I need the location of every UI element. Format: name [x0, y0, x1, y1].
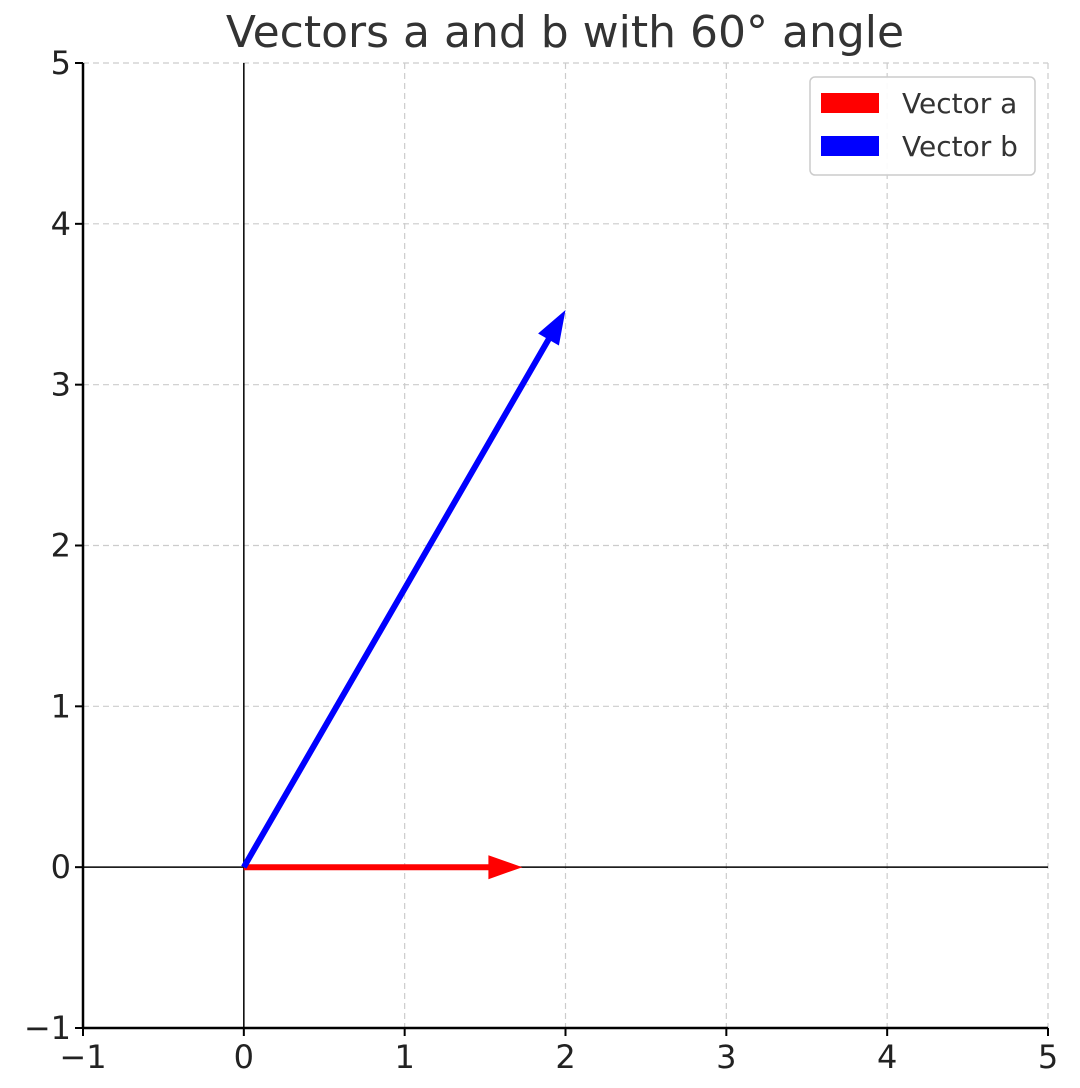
- grid: [82, 62, 1049, 1029]
- y-tick-label-1: 0: [51, 848, 71, 886]
- vector-1-arrow: [243, 855, 523, 880]
- x-tick-label-3: 2: [555, 1038, 575, 1076]
- legend-label-2: Vector b: [902, 130, 1018, 163]
- y-axis-ticks: −1 0 1 2 3 4 5: [24, 44, 83, 1047]
- y-tick-label-3: 2: [51, 527, 71, 565]
- chart-title: Vectors a and b with 60° angle: [226, 7, 904, 58]
- vector-2-arrow: [241, 310, 566, 869]
- x-tick-label-5: 4: [877, 1038, 897, 1076]
- y-tick-label-0: −1: [24, 1009, 71, 1047]
- x-tick-label-6: 5: [1038, 1038, 1058, 1076]
- y-tick-label-5: 4: [51, 205, 71, 243]
- x-axis-ticks: −1 0 1 2 3 4 5: [59, 1028, 1058, 1076]
- x-tick-label-2: 1: [394, 1038, 414, 1076]
- legend-label-1: Vector a: [902, 87, 1017, 120]
- legend-swatch-2: [821, 136, 879, 156]
- legend-swatch-1: [821, 93, 879, 113]
- x-tick-label-1: 0: [234, 1038, 254, 1076]
- y-tick-label-2: 1: [51, 687, 71, 725]
- x-tick-label-0: −1: [59, 1038, 106, 1076]
- vectors: [241, 310, 566, 880]
- legend: Vector a Vector b: [809, 76, 1036, 176]
- x-tick-label-4: 3: [716, 1038, 736, 1076]
- y-tick-label-4: 3: [51, 366, 71, 404]
- y-tick-label-6: 5: [51, 44, 71, 82]
